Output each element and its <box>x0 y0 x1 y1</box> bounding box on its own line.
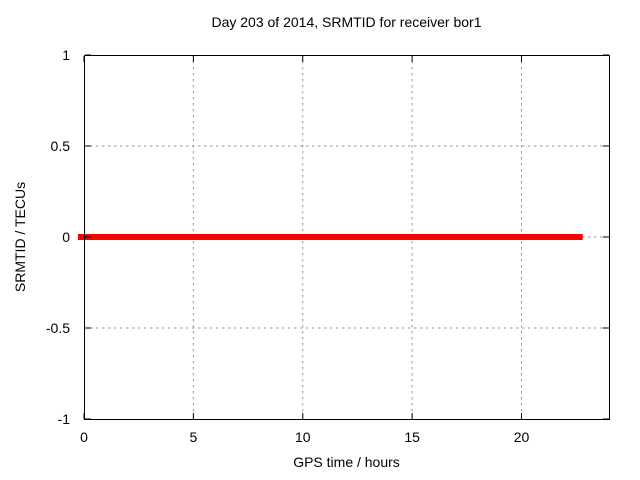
plot-border <box>84 55 610 420</box>
y-tick-label: 0.5 <box>50 138 70 154</box>
x-tick-label: 15 <box>404 429 420 445</box>
y-tick-label: -1 <box>57 411 70 427</box>
y-tick-label: 0 <box>62 229 70 245</box>
x-tick-label: 5 <box>189 429 198 445</box>
chart-title: Day 203 of 2014, SRMTID for receiver bor… <box>211 14 482 30</box>
x-tick-label: 20 <box>513 429 530 445</box>
y-tick-label: -0.5 <box>45 320 70 336</box>
x-tick-label: 0 <box>80 429 88 445</box>
y-tick-label: 1 <box>62 47 70 63</box>
x-tick-label: 10 <box>294 429 311 445</box>
x-axis-label: GPS time / hours <box>293 454 400 470</box>
